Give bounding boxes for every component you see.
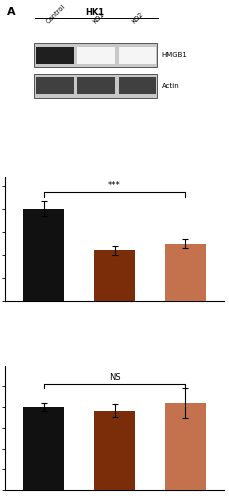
Bar [36, 46, 74, 64]
Bar [165, 244, 206, 300]
Bar [23, 407, 64, 490]
Bar [23, 208, 64, 300]
Text: KO2: KO2 [131, 11, 145, 24]
Bar [34, 74, 157, 98]
Bar [77, 46, 115, 64]
Text: Actin: Actin [162, 83, 180, 89]
Bar [77, 78, 115, 94]
Text: HMGB1: HMGB1 [162, 52, 188, 58]
Text: A: A [7, 7, 15, 17]
Bar [119, 78, 156, 94]
Bar [36, 78, 74, 94]
Text: Control: Control [45, 4, 67, 24]
Text: HK1: HK1 [85, 8, 104, 17]
Bar [94, 410, 135, 490]
Text: ***: *** [108, 182, 121, 190]
Bar [119, 46, 156, 64]
Text: KO1: KO1 [91, 11, 105, 24]
Bar [94, 250, 135, 300]
Text: NS: NS [109, 374, 120, 382]
Bar [34, 44, 157, 66]
Bar [165, 403, 206, 490]
